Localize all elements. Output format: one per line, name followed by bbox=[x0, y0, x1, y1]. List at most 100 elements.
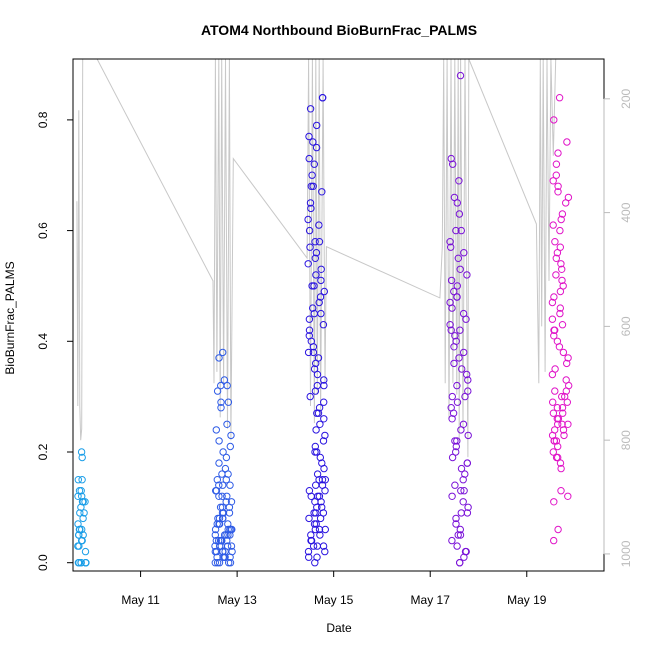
y-tick-label: 0.4 bbox=[36, 333, 50, 350]
data-point bbox=[457, 426, 465, 434]
data-point bbox=[558, 420, 566, 428]
data-point bbox=[305, 315, 314, 323]
data-point bbox=[78, 476, 86, 484]
data-point bbox=[79, 498, 87, 506]
data-point bbox=[548, 315, 557, 323]
data-point bbox=[75, 531, 83, 539]
data-point bbox=[452, 514, 460, 523]
data-point bbox=[453, 542, 461, 550]
data-point bbox=[313, 121, 321, 130]
data-point bbox=[227, 542, 236, 550]
data-point bbox=[320, 415, 328, 423]
chart-title: ATOM4 Northbound BioBurnFrac_PALMS bbox=[201, 22, 477, 38]
data-point bbox=[319, 94, 327, 102]
data-point bbox=[551, 326, 559, 334]
data-point bbox=[320, 464, 328, 473]
data-point bbox=[304, 215, 312, 224]
data-point bbox=[460, 487, 468, 495]
data-point bbox=[315, 221, 323, 229]
data-point bbox=[223, 420, 231, 428]
data-point bbox=[450, 343, 458, 351]
data-point bbox=[305, 326, 314, 334]
data-point bbox=[453, 293, 461, 301]
points-layer bbox=[74, 71, 573, 567]
data-point bbox=[550, 332, 558, 340]
data-point bbox=[321, 525, 329, 534]
data-point bbox=[317, 309, 325, 318]
data-point bbox=[305, 154, 313, 163]
data-point bbox=[222, 476, 231, 484]
data-point bbox=[218, 514, 227, 523]
data-point bbox=[76, 509, 84, 517]
data-point bbox=[223, 536, 231, 545]
data-point bbox=[557, 487, 565, 495]
data-point bbox=[451, 437, 459, 445]
data-point bbox=[560, 431, 568, 440]
data-point bbox=[554, 188, 562, 196]
data-point bbox=[311, 525, 319, 534]
data-point bbox=[447, 326, 455, 334]
data-point bbox=[74, 542, 82, 550]
right-tick-label: 600 bbox=[619, 316, 633, 336]
data-point bbox=[213, 387, 222, 395]
data-point bbox=[562, 387, 570, 395]
data-point bbox=[464, 503, 472, 511]
data-point bbox=[78, 453, 86, 462]
data-point bbox=[311, 442, 319, 451]
data-point bbox=[304, 547, 313, 556]
data-point bbox=[552, 171, 560, 179]
data-point bbox=[549, 448, 557, 456]
data-point bbox=[554, 149, 562, 157]
data-point bbox=[549, 398, 557, 406]
data-point bbox=[453, 381, 461, 390]
data-point bbox=[552, 254, 560, 262]
data-point bbox=[224, 531, 232, 539]
data-point bbox=[314, 409, 323, 417]
data-point bbox=[448, 392, 456, 401]
data-point bbox=[77, 448, 86, 456]
data-point bbox=[552, 437, 561, 445]
data-point bbox=[321, 547, 329, 556]
data-point bbox=[462, 315, 470, 323]
data-point bbox=[459, 498, 467, 506]
right-tick-label: 400 bbox=[619, 202, 633, 222]
data-point bbox=[226, 553, 234, 561]
data-point bbox=[218, 509, 227, 517]
data-point bbox=[315, 298, 323, 307]
data-point bbox=[556, 309, 564, 318]
data-point bbox=[563, 359, 571, 368]
data-point bbox=[79, 514, 87, 523]
data-point bbox=[321, 431, 329, 440]
data-point bbox=[312, 426, 320, 434]
data-point bbox=[457, 464, 466, 473]
data-point bbox=[556, 243, 564, 251]
data-point bbox=[558, 321, 567, 329]
data-point bbox=[452, 520, 460, 528]
data-point bbox=[213, 520, 221, 528]
series-1 bbox=[74, 448, 90, 567]
y-tick-label: 0.6 bbox=[36, 222, 50, 239]
data-point bbox=[556, 287, 565, 296]
data-point bbox=[310, 160, 318, 168]
series-3 bbox=[304, 94, 329, 567]
data-point bbox=[309, 182, 317, 191]
data-point bbox=[308, 282, 316, 290]
data-point bbox=[214, 514, 222, 523]
data-point bbox=[555, 94, 564, 102]
data-point bbox=[226, 442, 235, 451]
data-point bbox=[227, 525, 235, 534]
data-point bbox=[557, 215, 565, 224]
data-point bbox=[227, 431, 235, 440]
data-point bbox=[219, 348, 227, 357]
data-point bbox=[448, 536, 456, 545]
data-point bbox=[319, 437, 328, 445]
data-point bbox=[320, 381, 328, 390]
data-point bbox=[558, 210, 567, 218]
data-point bbox=[452, 442, 460, 451]
data-point bbox=[311, 448, 319, 456]
data-point bbox=[315, 525, 324, 534]
data-point bbox=[563, 138, 571, 146]
data-point bbox=[312, 271, 320, 279]
data-point bbox=[447, 243, 455, 251]
data-point bbox=[306, 392, 314, 401]
